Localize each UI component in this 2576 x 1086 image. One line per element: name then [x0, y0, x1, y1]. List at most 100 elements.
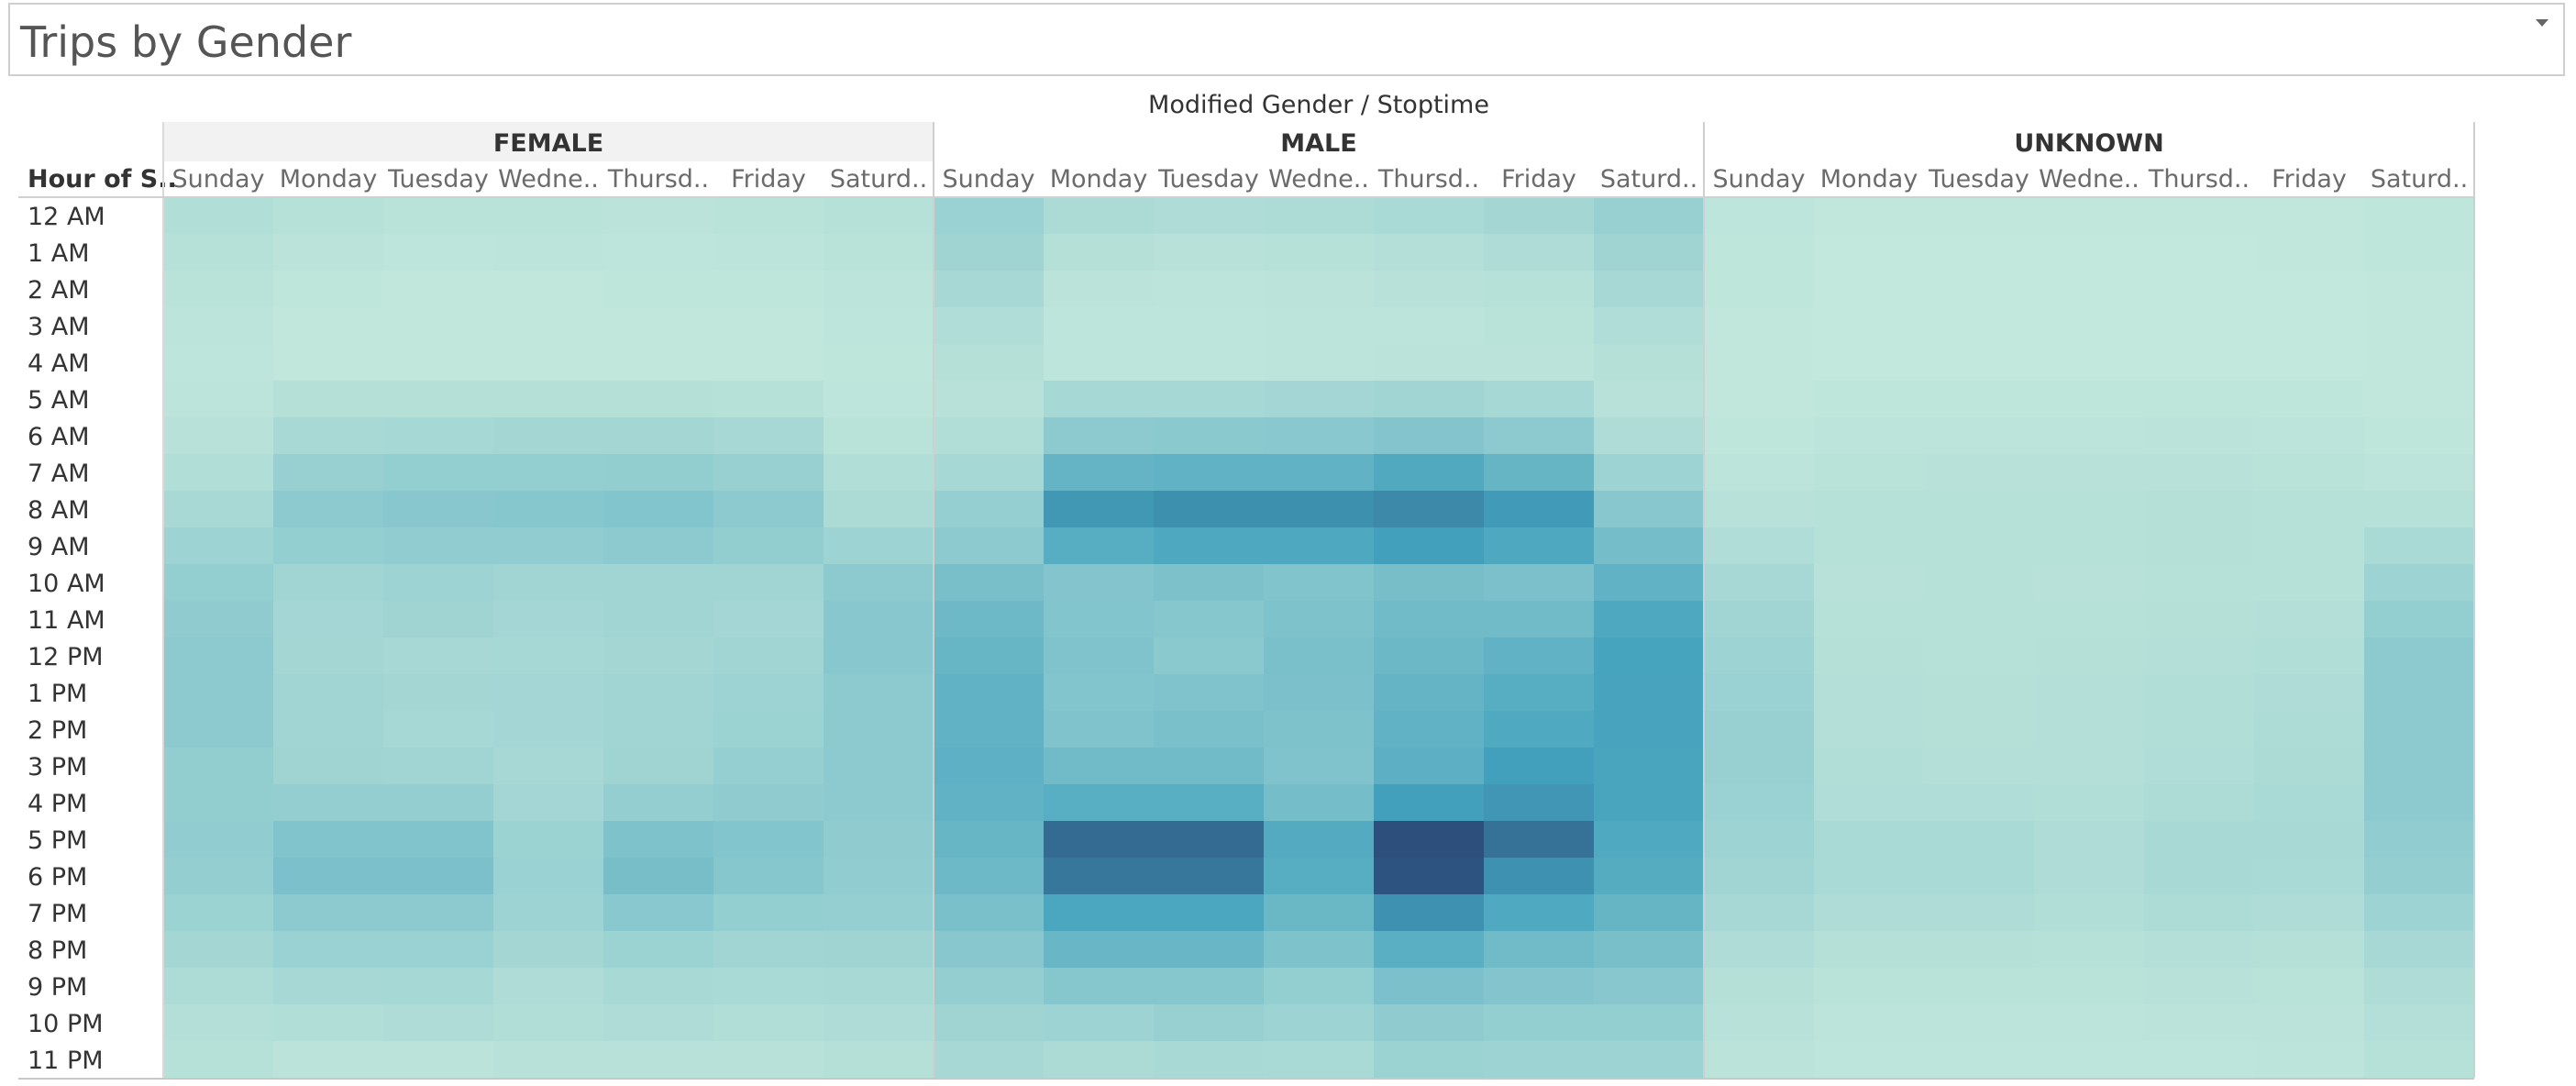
heatmap-cell — [713, 381, 824, 418]
heatmap-cell — [2364, 234, 2475, 272]
heatmap-cell — [493, 1004, 604, 1042]
heatmap-cell — [493, 931, 604, 969]
heatmap-cell — [603, 454, 714, 492]
heatmap-cell — [1264, 1041, 1375, 1079]
heatmap-cell — [1154, 1041, 1265, 1079]
heatmap-cell — [2144, 858, 2255, 895]
heatmap-cell — [163, 271, 274, 308]
heatmap-cell — [2254, 748, 2365, 785]
heatmap-cell — [2144, 601, 2255, 638]
heatmap-cell — [2364, 381, 2475, 418]
heatmap-cell — [493, 234, 604, 272]
heatmap-cell — [934, 601, 1045, 638]
heatmap-cell — [273, 344, 384, 382]
heatmap-cell — [1924, 784, 2035, 822]
heatmap-cell — [1484, 454, 1595, 492]
heatmap-cell — [2364, 894, 2475, 932]
row-label: 8 AM — [28, 496, 90, 525]
heatmap-cell — [163, 968, 274, 1005]
heatmap-cell — [1484, 1041, 1595, 1079]
heatmap-cell — [1484, 564, 1595, 602]
heatmap-cell — [2144, 821, 2255, 859]
heatmap-cell — [1814, 307, 1925, 345]
row-label: 4 PM — [28, 790, 87, 818]
heatmap-cell — [934, 564, 1045, 602]
heatmap-cell — [2364, 821, 2475, 859]
heatmap-cell — [383, 637, 494, 675]
heatmap-cell — [2254, 271, 2365, 308]
heatmap-cell — [2364, 344, 2475, 382]
heatmap-cell — [934, 894, 1045, 932]
heatmap-cell — [1154, 454, 1265, 492]
row-label: 6 AM — [28, 423, 90, 451]
heatmap-cell — [1374, 234, 1485, 272]
heatmap-cell — [1594, 417, 1705, 455]
heatmap-cell — [1704, 894, 1815, 932]
heatmap-cell — [1594, 894, 1705, 932]
heatmap-cell — [1484, 601, 1595, 638]
heatmap-cell — [493, 784, 604, 822]
heatmap-cell — [1594, 1004, 1705, 1042]
heatmap-cell — [1704, 491, 1815, 528]
heatmap-cell — [824, 197, 934, 235]
heatmap-cell — [1264, 821, 1375, 859]
heatmap-cell — [713, 931, 824, 969]
heatmap-cell — [2034, 931, 2145, 969]
column-header-title: Modified Gender / Stoptime — [1148, 91, 1489, 119]
heatmap-cell — [1924, 491, 2035, 528]
heatmap-cell — [1374, 821, 1485, 859]
heatmap-cell — [713, 858, 824, 895]
heatmap-cell — [2144, 417, 2255, 455]
heatmap-cell — [1264, 197, 1375, 235]
heatmap-cell — [1484, 637, 1595, 675]
row-label: 1 AM — [28, 239, 90, 268]
heatmap-cell — [1704, 454, 1815, 492]
heatmap-cell — [1814, 417, 1925, 455]
heatmap-cell — [1594, 821, 1705, 859]
heatmap-cell — [383, 821, 494, 859]
heatmap-cell — [713, 491, 824, 528]
heatmap-cell — [1044, 564, 1155, 602]
heatmap-cell — [1264, 527, 1375, 565]
heatmap-cell — [1484, 344, 1595, 382]
heatmap-cell — [1154, 234, 1265, 272]
heatmap-cell — [1484, 968, 1595, 1005]
heatmap-cell — [2364, 197, 2475, 235]
heatmap-cell — [2254, 858, 2365, 895]
heatmap-cell — [1594, 344, 1705, 382]
heatmap-cell — [2034, 821, 2145, 859]
heatmap-cell — [383, 1041, 494, 1079]
heatmap-cell — [1044, 931, 1155, 969]
day-label: Friday — [1501, 165, 1576, 194]
day-label: Sunday — [171, 165, 264, 194]
heatmap-cell — [2364, 271, 2475, 308]
heatmap-cell — [1924, 637, 2035, 675]
day-label: Sunday — [1712, 165, 1805, 194]
heatmap-cell — [934, 1004, 1045, 1042]
heatmap-cell — [1484, 821, 1595, 859]
heatmap-cell — [1484, 858, 1595, 895]
title-bar[interactable]: Trips by Gender — [8, 3, 2565, 76]
heatmap-cell — [1484, 931, 1595, 969]
heatmap-cell — [1594, 858, 1705, 895]
heatmap-cell — [824, 234, 934, 272]
heatmap-cell — [1924, 821, 2035, 859]
heatmap-cell — [2254, 417, 2365, 455]
heatmap-cell — [383, 491, 494, 528]
heatmap-cell — [603, 858, 714, 895]
heatmap-cell — [1154, 1004, 1265, 1042]
heatmap-cell — [493, 491, 604, 528]
heatmap-cell — [1594, 748, 1705, 785]
heatmap-cell — [1484, 234, 1595, 272]
heatmap-cell — [493, 674, 604, 712]
heatmap-cell — [273, 601, 384, 638]
dropdown-arrow-icon[interactable] — [2536, 19, 2548, 27]
heatmap-cell — [1044, 1041, 1155, 1079]
heatmap-cell — [1484, 491, 1595, 528]
heatmap-cell — [1044, 234, 1155, 272]
heatmap-cell — [2034, 344, 2145, 382]
heatmap-cell — [163, 344, 274, 382]
heatmap-cell — [603, 711, 714, 748]
heatmap-cell — [383, 711, 494, 748]
heatmap-cell — [2144, 381, 2255, 418]
